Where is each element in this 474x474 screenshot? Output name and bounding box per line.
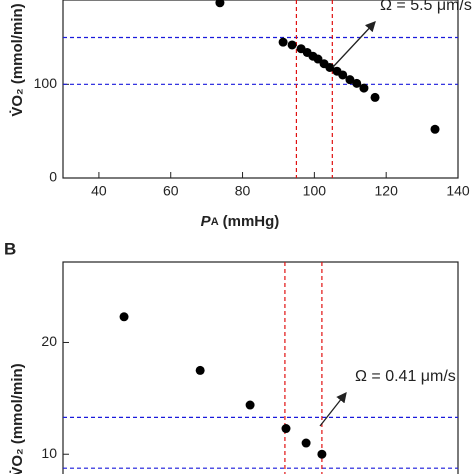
y-tick-label: 100 [34, 75, 58, 91]
point [359, 83, 369, 93]
panel-label: B [4, 239, 16, 258]
y-tick-label: 10 [41, 445, 57, 461]
x-label-symbol: P [201, 213, 212, 230]
x-tick-label: 60 [163, 183, 179, 199]
x-tick-label: 80 [235, 183, 251, 199]
point [430, 124, 440, 134]
y-tick-label: 20 [41, 333, 57, 349]
annotation-arrow [319, 391, 347, 427]
point [352, 78, 362, 88]
x-tick-label: 40 [91, 183, 107, 199]
plot-frame [62, 261, 459, 474]
point [313, 54, 323, 64]
x-tick-label: 120 [375, 183, 399, 199]
plot-frame [62, 0, 459, 179]
x-axis-label: PA (mmHg) [201, 213, 280, 230]
point [281, 424, 291, 434]
point [317, 449, 327, 459]
point [370, 92, 380, 102]
point [287, 40, 297, 50]
point [338, 70, 348, 80]
annotation-arrow [332, 21, 376, 68]
point [195, 365, 205, 375]
y-axis-label: V̇O₂ (mmol/min) [9, 363, 26, 474]
point [325, 62, 335, 72]
point [215, 0, 225, 8]
y-tick-label: 0 [49, 169, 57, 185]
x-tick-label: 100 [303, 183, 327, 199]
point [345, 75, 355, 85]
x-label-subscript: A [211, 216, 219, 228]
point [278, 37, 288, 47]
annotation: Ω = 0.41 μm/s [355, 368, 456, 385]
x-tick-label: 140 [446, 183, 470, 199]
annotation: Ω = 5.5 μm/s [380, 0, 472, 14]
x-label-unit: (mmHg) [223, 213, 280, 230]
y-axis-label: V̇O₂ (mmol/min) [9, 3, 26, 116]
point [301, 438, 311, 448]
point [119, 312, 129, 322]
point [245, 400, 255, 410]
